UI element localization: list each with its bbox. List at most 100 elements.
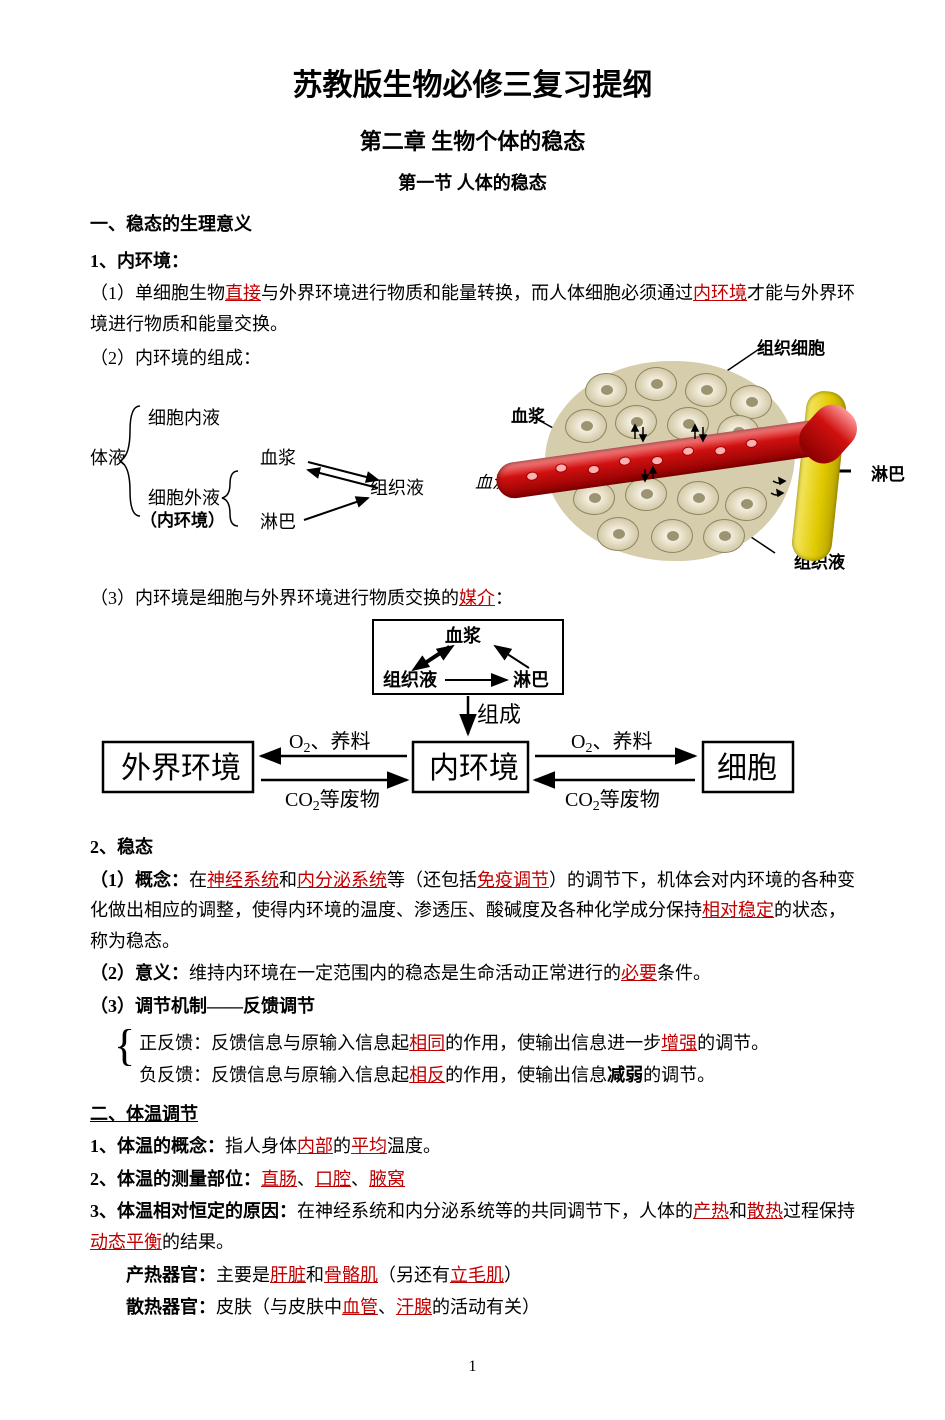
s2p1-k1: 内部 (297, 1136, 333, 1156)
i2p2-head: （2）意义： (90, 963, 189, 983)
heat-a: 主要是 (216, 1265, 270, 1285)
i2p2-k: 必要 (621, 963, 657, 983)
tree-l2b: 组织液 (370, 478, 424, 498)
p1-b: 与外界环境进行物质和能量转换，而人体细胞必须通过 (261, 283, 693, 303)
sec2-p2: 2、体温的测量部位：直肠、口腔、腋窝 (90, 1164, 855, 1195)
s2p2-k3: 腋窝 (369, 1169, 405, 1189)
tree-root: 体液 (90, 448, 126, 468)
flow-bottom-label-left: CO2等废物 (285, 788, 380, 814)
fbn-a: 负反馈：反馈信息与原输入信息起 (139, 1065, 409, 1085)
flow-top-label-left: O2、养料 (289, 730, 370, 756)
s2p3-head: 3、体温相对恒定的原因： (90, 1201, 297, 1221)
i2p2-a: 维持内环境在一定范围内的稳态是生命活动正常进行的 (189, 963, 621, 983)
fbn-k1: 相反 (409, 1065, 445, 1085)
tree-l2c: 淋巴 (260, 512, 296, 532)
tree-l2a: 血浆 (260, 448, 296, 468)
s2p1-a: 指人身体 (225, 1136, 297, 1156)
heat-b: 和 (306, 1265, 324, 1285)
fbp-c: 的调节。 (697, 1033, 769, 1053)
para-1-1: （1）单细胞生物直接与外界环境进行物质和能量转换，而人体细胞必须通过内环境才能与… (90, 278, 855, 339)
flow-bottom-label-right: CO2等废物 (565, 788, 660, 814)
tree-l1b-note: （内环境） (140, 510, 225, 530)
i2p2-b: 条件。 (657, 963, 711, 983)
s2p2-k2: 口腔 (315, 1169, 351, 1189)
tree-l1b: 细胞外液 (148, 488, 220, 508)
fluid-tree-diagram: 体液 细胞内液 细胞外液 （内环境） 血浆 组织液 淋巴 (90, 376, 470, 546)
p3-a: （3）内环境是细胞与外界环境进行物质交换的 (90, 588, 459, 608)
flow-right-box: 细胞 (717, 752, 777, 785)
s2p2-k1: 直肠 (261, 1169, 297, 1189)
sec2-p1: 1、体温的概念：指人身体内部的平均温度。 (90, 1131, 855, 1162)
s2p1-k2: 平均 (351, 1136, 387, 1156)
flow-mid-box: 内环境 (429, 752, 519, 785)
para-1-2: （2）内环境的组成： (90, 343, 495, 374)
fbp-k2: 增强 (661, 1033, 697, 1053)
feedback-brace: { 正反馈：反馈信息与原输入信息起相同的作用，使输出信息进一步增强的调节。 负反… (114, 1026, 855, 1093)
fbn-k2: 减弱 (607, 1065, 643, 1085)
i2p1-k1: 神经系统 (207, 870, 279, 890)
p1-a: （1）单细胞生物 (90, 283, 225, 303)
para-1-3: （3）内环境是细胞与外界环境进行物质交换的媒介： (90, 583, 855, 614)
fbp-b: 的作用，使输出信息进一步 (445, 1033, 661, 1053)
i2p1-k3: 免疫调节 (477, 870, 549, 890)
exchange-flow-diagram: 血浆 组织液 淋巴 组成 外界环境 内环境 细胞 O2、养料 CO2等废物 O2… (93, 616, 853, 826)
i2p1-k4: 相对稳定 (702, 900, 774, 920)
s2p2-s2: 、 (351, 1169, 369, 1189)
s2p3-c: 过程保持 (783, 1201, 855, 1221)
s2p3-k1: 产热 (693, 1201, 729, 1221)
p1-k2: 内环境 (693, 283, 747, 303)
label-lymph: 淋巴 (871, 461, 905, 490)
item-2-head: 2、稳态 (90, 832, 855, 863)
row-composition: （2）内环境的组成： 体液 细胞内液 细胞外液 （内环境） 血浆 组织液 淋巴 (90, 341, 855, 581)
cool-b: 、 (378, 1297, 396, 1317)
heat-d: ） (504, 1265, 522, 1285)
feedback-positive: 正反馈：反馈信息与原输入信息起相同的作用，使输出信息进一步增强的调节。 (139, 1028, 769, 1059)
cool-organ-line: 散热器官：皮肤（与皮肤中血管、汗腺的活动有关） (126, 1292, 855, 1323)
heat-c: （另还有 (378, 1265, 450, 1285)
s2p2-s1: 、 (297, 1169, 315, 1189)
tri-right: 淋巴 (513, 669, 549, 690)
heat-k1: 肝脏 (270, 1265, 306, 1285)
fbn-c: 的调节。 (643, 1065, 715, 1085)
heat-organ-line: 产热器官：主要是肝脏和骨骼肌（另还有立毛肌） (126, 1260, 855, 1291)
cool-c: 的活动有关） (432, 1297, 540, 1317)
s2p1-c: 温度。 (387, 1136, 441, 1156)
s2p1-head: 1、体温的概念： (90, 1136, 225, 1156)
brace-icon: { (114, 1026, 135, 1093)
section-1-heading: 一、稳态的生理意义 (90, 209, 855, 240)
p1-k1: 直接 (225, 283, 261, 303)
title-main: 苏教版生物必修三复习提纲 (90, 60, 855, 111)
i2p1-head: （1）概念： (90, 870, 189, 890)
item2-p2: （2）意义：维持内环境在一定范围内的稳态是生命活动正常进行的必要条件。 (90, 958, 855, 989)
heat-k3: 立毛肌 (450, 1265, 504, 1285)
flow-left-box: 外界环境 (121, 752, 241, 785)
tissue-illustration: 组织细胞 血浆 血流方向 淋巴 组织液 (515, 341, 855, 581)
cool-k1: 血管 (342, 1297, 378, 1317)
page-number: 1 (90, 1353, 855, 1380)
tri-left: 组织液 (383, 669, 438, 690)
section-2-heading: 二、体温调节 (90, 1099, 855, 1130)
item2-p1: （1）概念：在神经系统和内分泌系统等（还包括免疫调节）的调节下，机体会对内环境的… (90, 865, 855, 957)
sec2-p3: 3、体温相对恒定的原因：在神经系统和内分泌系统等的共同调节下，人体的产热和散热过… (90, 1196, 855, 1257)
tree-l1a: 细胞内液 (148, 408, 220, 428)
p3-key: 媒介 (459, 588, 495, 608)
s2p3-d: 的结果。 (162, 1232, 234, 1252)
i2p1-b: 和 (279, 870, 297, 890)
item-1-head: 1、内环境： (90, 246, 855, 277)
title-section: 第一节 人体的稳态 (90, 168, 855, 199)
title-chapter: 第二章 生物个体的稳态 (90, 123, 855, 160)
heat-k2: 骨骼肌 (324, 1265, 378, 1285)
s2p3-b: 和 (729, 1201, 747, 1221)
s2p2-head: 2、体温的测量部位： (90, 1169, 261, 1189)
s2p3-k3: 动态平衡 (90, 1232, 162, 1252)
s2p3-a: 在神经系统和内分泌系统等的共同调节下，人体的 (297, 1201, 693, 1221)
p3-b: ： (495, 588, 513, 608)
flow-top-label-right: O2、养料 (571, 730, 652, 756)
s2p1-b: 的 (333, 1136, 351, 1156)
fbn-b: 的作用，使输出信息 (445, 1065, 607, 1085)
i2p1-c: 等（还包括 (387, 870, 477, 890)
item2-p3-head: （3）调节机制——反馈调节 (90, 991, 855, 1022)
heat-head: 产热器官： (126, 1265, 216, 1285)
cool-a: 皮肤（与皮肤中 (216, 1297, 342, 1317)
compose-label: 组成 (477, 702, 521, 727)
